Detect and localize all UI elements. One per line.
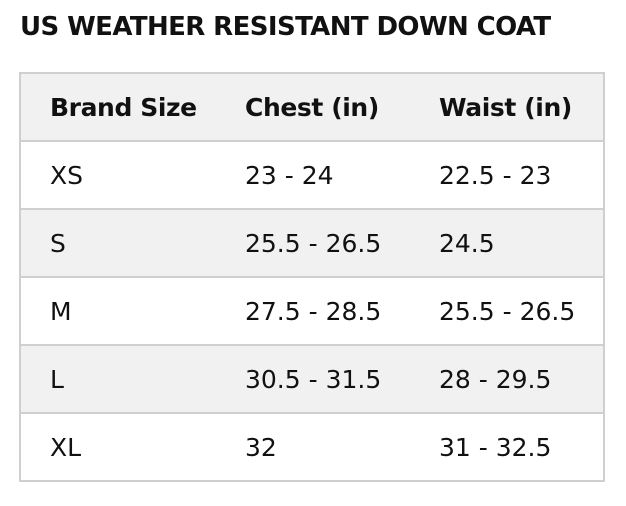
table-row: S 25.5 - 26.5 24.5 <box>20 208 604 277</box>
waist-cell: 24.5 <box>439 208 604 277</box>
chest-cell: 23 - 24 <box>245 140 439 209</box>
size-chart-table: Brand Size Chest (in) Waist (in) XS 23 -… <box>19 72 605 482</box>
table-row: XL 32 31 - 32.5 <box>20 412 604 481</box>
header-row: Brand Size Chest (in) Waist (in) <box>20 72 604 141</box>
size-cell: L <box>20 344 245 413</box>
chest-cell: 30.5 - 31.5 <box>245 344 439 413</box>
page-title: US WEATHER RESISTANT DOWN COAT <box>20 12 551 42</box>
waist-cell: 31 - 32.5 <box>439 412 604 481</box>
table-row: M 27.5 - 28.5 25.5 - 26.5 <box>20 276 604 345</box>
size-cell: XS <box>20 140 245 209</box>
chest-cell: 25.5 - 26.5 <box>245 208 439 277</box>
header-brand-size: Brand Size <box>20 72 245 141</box>
header-chest: Chest (in) <box>245 72 439 141</box>
chest-cell: 27.5 - 28.5 <box>245 276 439 345</box>
chest-cell: 32 <box>245 412 439 481</box>
size-cell: S <box>20 208 245 277</box>
table-row: XS 23 - 24 22.5 - 23 <box>20 140 604 209</box>
waist-cell: 22.5 - 23 <box>439 140 604 209</box>
size-cell: XL <box>20 412 245 481</box>
waist-cell: 25.5 - 26.5 <box>439 276 604 345</box>
header-waist: Waist (in) <box>439 72 604 141</box>
size-cell: M <box>20 276 245 345</box>
table-row: L 30.5 - 31.5 28 - 29.5 <box>20 344 604 413</box>
waist-cell: 28 - 29.5 <box>439 344 604 413</box>
